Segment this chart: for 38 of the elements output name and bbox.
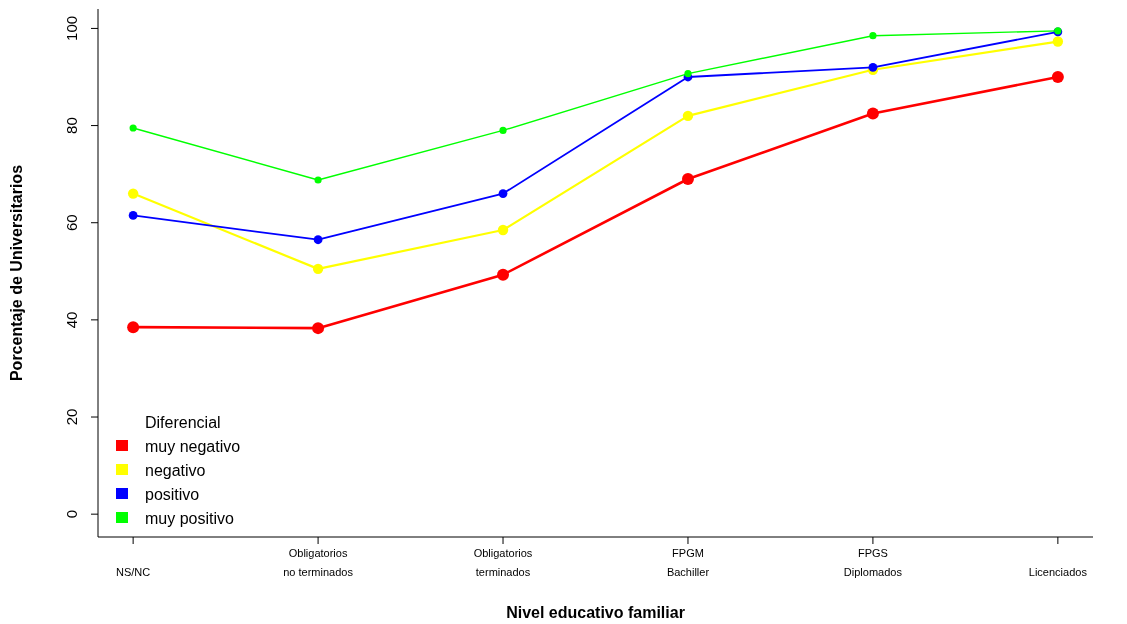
x-tick-label: Licenciados <box>1028 566 1088 578</box>
point <box>499 126 507 135</box>
y-tick-label: 80 <box>63 117 81 134</box>
point <box>869 32 877 40</box>
point <box>497 224 509 236</box>
legend-label: muy negativo <box>145 437 241 455</box>
point <box>128 211 138 220</box>
legend-title: Diferencial <box>145 414 221 431</box>
point <box>314 176 322 184</box>
x-tick-label: FPGS Diplomados <box>843 547 903 578</box>
y-tick-label: 100 <box>63 15 81 41</box>
point <box>127 321 140 334</box>
point <box>312 263 324 275</box>
legend-label: negativo <box>145 461 206 479</box>
point <box>498 189 508 198</box>
point <box>866 107 879 120</box>
point <box>684 70 692 78</box>
point <box>129 124 137 132</box>
point <box>127 188 139 199</box>
y-axis-title: Porcentaje de Universitarios <box>8 164 25 382</box>
x-tick-label: NS/NC <box>116 566 151 578</box>
y-tick-label: 0 <box>63 510 81 519</box>
x-axis-title: Nivel educativo familiar <box>506 604 685 621</box>
x-tick-label: FPGM Bachiller <box>666 547 710 578</box>
point <box>682 110 694 122</box>
y-tick-label: 60 <box>63 214 81 232</box>
y-tick-label: 20 <box>63 408 81 426</box>
legend-label: positivo <box>145 485 200 503</box>
y-tick-label: 40 <box>63 311 81 329</box>
point <box>1052 36 1064 47</box>
point <box>497 268 510 281</box>
x-tick-label: Obligatorios no terminados <box>283 547 354 578</box>
point <box>313 235 323 245</box>
x-tick-label: Obligatorios terminados <box>473 547 533 578</box>
point <box>681 173 694 186</box>
legend-label: muy positivo <box>145 509 235 527</box>
point <box>1051 71 1064 83</box>
point <box>312 322 325 335</box>
